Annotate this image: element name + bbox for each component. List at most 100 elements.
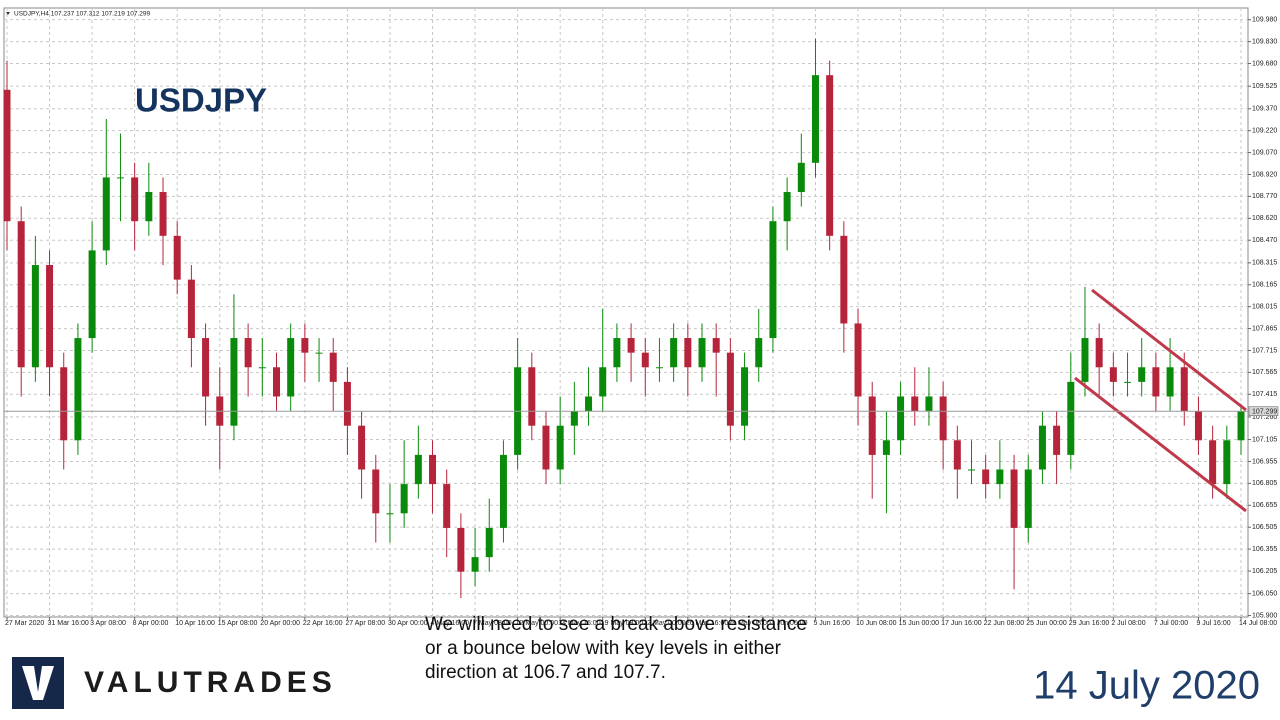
- candle-body: [1223, 440, 1231, 485]
- candle-body: [641, 352, 649, 368]
- candle-body: [854, 323, 862, 397]
- candle-body: [755, 338, 763, 368]
- candle-body: [457, 527, 465, 572]
- candle-body: [187, 279, 195, 339]
- candle-body: [627, 338, 635, 353]
- x-tick-label: 4 May 16:00: [431, 620, 470, 627]
- x-tick-label: 15 Jun 00:00: [899, 620, 940, 627]
- candle-body: [31, 265, 39, 368]
- candle-body: [315, 352, 323, 354]
- y-tick-label: 108.015: [1252, 304, 1277, 311]
- y-tick-label: 108.920: [1252, 171, 1277, 178]
- candle-body: [329, 352, 337, 382]
- candle-body: [1095, 338, 1103, 368]
- menu-arrow: [6, 12, 10, 15]
- candle-body: [1166, 367, 1174, 397]
- candle-body: [159, 192, 167, 236]
- candle-body: [1209, 440, 1217, 485]
- x-tick-label: 10 Jun 08:00: [856, 620, 897, 627]
- candle-body: [556, 425, 564, 470]
- candle-body: [1124, 381, 1132, 383]
- y-tick-label: 109.680: [1252, 60, 1277, 67]
- candle-body: [131, 177, 139, 222]
- candle-body: [599, 367, 607, 397]
- y-tick-label: 107.715: [1252, 347, 1277, 354]
- candle-body: [173, 235, 181, 280]
- candle-body: [840, 235, 848, 324]
- candle-body: [698, 338, 706, 368]
- candle-body: [769, 221, 777, 339]
- x-tick-label: 15 Apr 08:00: [218, 620, 258, 627]
- candle-body: [258, 367, 266, 369]
- candle-body: [712, 338, 720, 353]
- x-tick-label: 27 Mar 2020: [5, 620, 44, 627]
- candle-body: [386, 513, 394, 515]
- axes: 109.980 109.830 109.680 109.525 109.370 109.2…: [4, 17, 1279, 627]
- candle-body: [343, 381, 351, 426]
- candle-body: [485, 527, 493, 558]
- chart-background: [0, 0, 1280, 620]
- x-tick-label: 7 May 08:00: [473, 620, 512, 627]
- y-tick-label: 107.415: [1252, 391, 1277, 398]
- x-tick-label: 7 Jul 00:00: [1154, 620, 1188, 627]
- candle-body: [414, 454, 422, 485]
- y-tick-label: 109.525: [1252, 83, 1277, 90]
- x-tick-label: 3 Jun 00:00: [771, 620, 808, 627]
- candle-body: [60, 367, 68, 441]
- plot-border: [3, 7, 1249, 618]
- candle-body: [939, 396, 947, 441]
- current-price-box: [1248, 406, 1279, 416]
- x-tick-label: 31 Mar 16:00: [48, 620, 89, 627]
- candle-body: [528, 367, 536, 426]
- candle-body: [272, 367, 280, 397]
- y-tick-label: 107.260: [1252, 414, 1277, 421]
- y-tick-label: 108.315: [1252, 260, 1277, 267]
- candle-body: [684, 338, 692, 368]
- candle-body: [1180, 367, 1188, 412]
- y-tick-label: 107.105: [1252, 436, 1277, 443]
- candle-body: [443, 484, 451, 528]
- candle-body: [1194, 411, 1202, 441]
- y-tick-label: 109.980: [1252, 17, 1277, 24]
- y-tick-label: 108.770: [1252, 193, 1277, 200]
- y-tick-label: 108.620: [1252, 215, 1277, 222]
- candle-body: [471, 557, 479, 572]
- x-tick-label: 14 May 16:00: [558, 620, 601, 627]
- y-tick-label: 106.505: [1252, 524, 1277, 531]
- candle-body: [726, 352, 734, 426]
- brand: VALUTRADES: [84, 666, 337, 699]
- candle-body: [400, 484, 408, 514]
- y-tick-label: 106.805: [1252, 480, 1277, 487]
- candle-body: [826, 75, 834, 236]
- y-tick-label: 109.070: [1252, 149, 1277, 156]
- candle-body: [1237, 411, 1245, 441]
- candle-body: [230, 338, 238, 426]
- y-tick-label: 107.865: [1252, 325, 1277, 332]
- x-tick-label: 2 Jul 08:00: [1111, 620, 1145, 627]
- x-tick-label: 27 Apr 08:00: [345, 620, 385, 627]
- candle-body: [1109, 367, 1117, 382]
- y-tick-label: 106.355: [1252, 546, 1277, 553]
- y-tick-label: 106.205: [1252, 568, 1277, 575]
- candle-body: [88, 250, 96, 339]
- candle-body: [46, 265, 54, 368]
- candle-body: [882, 440, 890, 455]
- y-tick-label: 106.050: [1252, 590, 1277, 597]
- y-tick-label: 109.370: [1252, 106, 1277, 113]
- candle-body: [372, 469, 380, 514]
- x-tick-label: 3 Apr 08:00: [90, 620, 126, 627]
- y-tick-label: 105.900: [1252, 612, 1277, 619]
- candle-body: [585, 396, 593, 412]
- candle-body: [499, 454, 507, 528]
- y-tick-label: 107.565: [1252, 369, 1277, 376]
- x-tick-label: 26 May 16:00: [686, 620, 729, 627]
- x-tick-label: 29 May 08:00: [728, 620, 771, 627]
- y-tick-label: 108.470: [1252, 237, 1277, 244]
- x-tick-label: 25 Jun 00:00: [1026, 620, 1067, 627]
- chart-title: USDJPY: [135, 82, 267, 119]
- chart-header: USDJPY,H4 107.237 107.312 107.219 107.29…: [14, 11, 151, 18]
- candle-body: [1053, 425, 1061, 455]
- footer: VALUTRADES We will need to see a break a…: [12, 614, 1260, 709]
- candle-body: [797, 162, 805, 193]
